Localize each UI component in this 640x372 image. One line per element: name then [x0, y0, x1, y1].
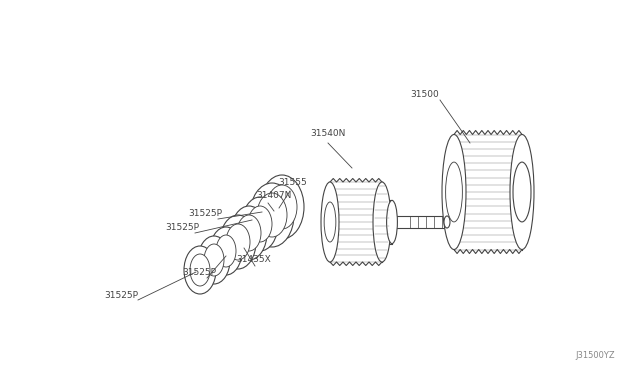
- Ellipse shape: [248, 206, 272, 242]
- Text: 31525P: 31525P: [188, 209, 222, 218]
- Ellipse shape: [250, 183, 294, 247]
- Polygon shape: [454, 135, 522, 250]
- Ellipse shape: [373, 182, 391, 262]
- Ellipse shape: [442, 135, 466, 250]
- Text: 31555: 31555: [278, 178, 307, 187]
- Ellipse shape: [445, 162, 462, 222]
- Ellipse shape: [204, 244, 224, 276]
- Text: 31525P: 31525P: [165, 223, 199, 232]
- Polygon shape: [454, 131, 522, 135]
- Text: 31525P: 31525P: [182, 268, 216, 277]
- Ellipse shape: [321, 182, 339, 262]
- Ellipse shape: [444, 216, 450, 228]
- Polygon shape: [330, 182, 382, 262]
- Ellipse shape: [510, 135, 534, 250]
- Text: 31525P: 31525P: [104, 291, 138, 300]
- Ellipse shape: [387, 201, 397, 244]
- Ellipse shape: [231, 206, 267, 260]
- Ellipse shape: [324, 202, 336, 242]
- Text: 31540N: 31540N: [310, 129, 346, 138]
- Ellipse shape: [210, 227, 242, 275]
- Ellipse shape: [190, 254, 210, 286]
- Text: J31500YZ: J31500YZ: [575, 351, 615, 360]
- Ellipse shape: [267, 185, 297, 229]
- Ellipse shape: [237, 215, 261, 251]
- Ellipse shape: [257, 193, 287, 237]
- Ellipse shape: [198, 236, 230, 284]
- Text: 31407N: 31407N: [256, 191, 291, 200]
- Ellipse shape: [220, 215, 256, 269]
- Text: 31500: 31500: [411, 90, 440, 99]
- Ellipse shape: [242, 197, 278, 251]
- Ellipse shape: [513, 162, 531, 222]
- Ellipse shape: [216, 235, 236, 267]
- Ellipse shape: [226, 224, 250, 260]
- Ellipse shape: [260, 175, 304, 239]
- Polygon shape: [454, 250, 522, 253]
- Text: 31435X: 31435X: [236, 255, 271, 264]
- Ellipse shape: [184, 246, 216, 294]
